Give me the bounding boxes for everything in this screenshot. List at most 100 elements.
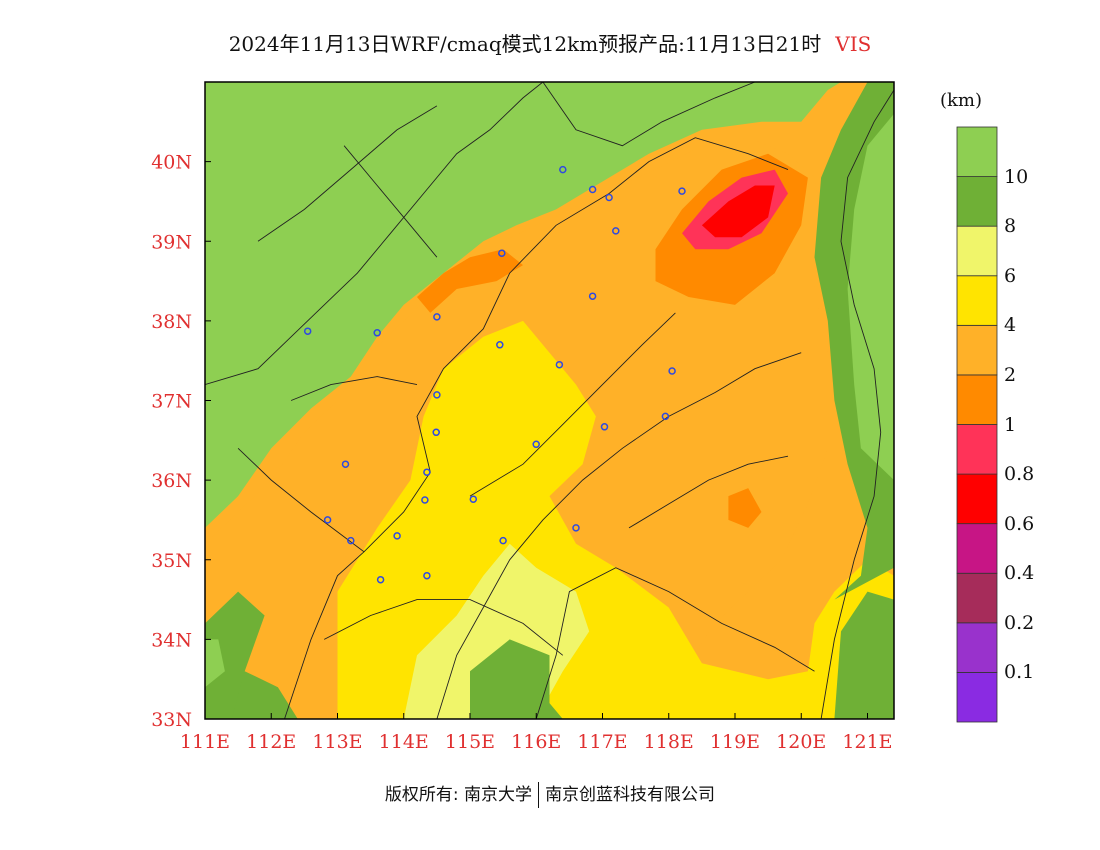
border-line-9 <box>628 455 789 529</box>
legend-swatch-5 <box>956 424 998 475</box>
x-tick-label-5: 116E <box>511 731 561 753</box>
border-line-12 <box>820 89 894 719</box>
station-marker-7 <box>433 313 441 321</box>
legend-label-5: 1 <box>1004 413 1017 436</box>
station-marker-12 <box>433 391 441 399</box>
border-line-11 <box>343 145 438 258</box>
y-tick-label-3: 36N <box>151 470 192 492</box>
legend-swatch-6 <box>956 374 998 425</box>
station-marker-9 <box>303 327 312 335</box>
contour-region-9 <box>231 671 298 719</box>
legend-swatch-9 <box>956 225 998 277</box>
station-marker-25 <box>347 536 355 545</box>
contour-region-13 <box>205 82 841 528</box>
contour-region-4 <box>417 249 523 313</box>
legend-swatch-2 <box>956 572 998 624</box>
contour-region-14 <box>847 113 894 481</box>
y-axis: 33N 34N 35N 36N 37N 38N 39N 40N <box>151 152 211 731</box>
x-tick-label-4: 115E <box>445 731 495 753</box>
legend-label-7: 4 <box>1004 314 1017 337</box>
station-marker-24 <box>393 532 401 540</box>
x-tick-label-3: 114E <box>379 731 429 753</box>
station-marker-19 <box>423 468 431 476</box>
legend-label-9: 8 <box>1004 215 1017 238</box>
y-tick-label-1: 34N <box>151 629 192 651</box>
x-tick-label-7: 118E <box>644 731 694 753</box>
admin-borders <box>205 82 894 719</box>
border-line-2 <box>436 352 802 719</box>
station-marker-10 <box>373 329 381 337</box>
contour-region-11 <box>834 591 894 719</box>
legend-colorbar <box>956 126 998 723</box>
legend-swatch-4 <box>956 473 998 525</box>
station-marker-13 <box>668 367 676 375</box>
station-marker-20 <box>469 495 478 503</box>
visibility-contours <box>205 82 894 719</box>
legend-label-1: 0.2 <box>1004 611 1035 634</box>
legend-swatch-3 <box>956 523 998 574</box>
border-line-8 <box>323 599 564 656</box>
x-tick-label-8: 119E <box>710 731 760 753</box>
border-line-5 <box>542 82 756 147</box>
station-marker-21 <box>421 496 429 504</box>
y-tick-label-5: 38N <box>151 311 192 333</box>
legend-swatch-10 <box>956 176 998 227</box>
station-marker-16 <box>600 423 609 431</box>
legend-label-3: 0.6 <box>1004 512 1035 535</box>
contour-region-10 <box>470 639 563 719</box>
x-tick-label-0: 111E <box>180 731 230 753</box>
station-marker-15 <box>432 428 440 437</box>
contour-region-7 <box>701 185 775 238</box>
station-marker-28 <box>376 575 385 584</box>
title-text: 2024年11月13日WRF/cmaq模式12km预报产品:11月13日21时 <box>228 32 822 56</box>
station-marker-27 <box>423 571 431 580</box>
station-marker-23 <box>572 524 580 532</box>
contour-region-5 <box>728 488 762 528</box>
legend-label-8: 6 <box>1004 264 1017 287</box>
station-marker-3 <box>678 187 686 195</box>
station-marker-5 <box>498 249 506 257</box>
station-marker-2 <box>588 185 597 194</box>
legend-label-4: 0.8 <box>1004 463 1035 486</box>
station-marker-11 <box>555 360 564 369</box>
x-axis: 111E 112E 113E 114E 115E 116E 117E 118E 119E 120E… <box>180 713 893 753</box>
border-line-6 <box>257 105 438 242</box>
station-marker-17 <box>532 440 540 449</box>
legend-swatch-8 <box>956 275 998 326</box>
contour-region-15 <box>205 639 225 688</box>
station-marker-18 <box>341 460 350 468</box>
x-tick-label-2: 113E <box>312 731 362 753</box>
border-line-3 <box>237 447 365 719</box>
station-marker-0 <box>559 165 567 174</box>
station-marker-22 <box>323 516 332 524</box>
legend-swatch-11 <box>956 126 998 177</box>
y-tick-label-2: 35N <box>151 550 192 572</box>
x-tick-label-10: 121E <box>842 731 892 753</box>
contour-region-8 <box>205 591 265 719</box>
copyright-left: 版权所有: 南京大学 <box>384 785 533 805</box>
y-tick-label-4: 37N <box>151 391 192 413</box>
legend-label-10: 10 <box>1004 165 1029 188</box>
legend-label-0: 0.1 <box>1004 661 1035 684</box>
y-tick-label-7: 40N <box>151 152 192 174</box>
variable-name: VIS <box>835 32 872 56</box>
station-marker-4 <box>612 227 620 235</box>
x-tick-label-1: 112E <box>246 731 296 753</box>
border-line-7 <box>469 312 676 497</box>
border-line-0 <box>205 82 544 386</box>
station-marker-8 <box>496 341 504 349</box>
x-tick-label-6: 117E <box>577 731 627 753</box>
station-marker-1 <box>605 193 613 202</box>
y-tick-label-6: 39N <box>151 231 192 253</box>
copyright-right: 南京创蓝科技有限公司 <box>545 785 716 805</box>
legend-label-6: 2 <box>1004 363 1017 386</box>
legend-label-2: 0.4 <box>1004 562 1035 585</box>
y-tick-label-0: 33N <box>151 709 192 731</box>
legend-unit: (km) <box>940 90 983 111</box>
station-marker-26 <box>499 536 507 545</box>
border-line-4 <box>535 567 815 719</box>
legend-swatch-1 <box>956 622 998 673</box>
station-marker-14 <box>661 412 670 421</box>
copyright-separator <box>538 782 540 808</box>
